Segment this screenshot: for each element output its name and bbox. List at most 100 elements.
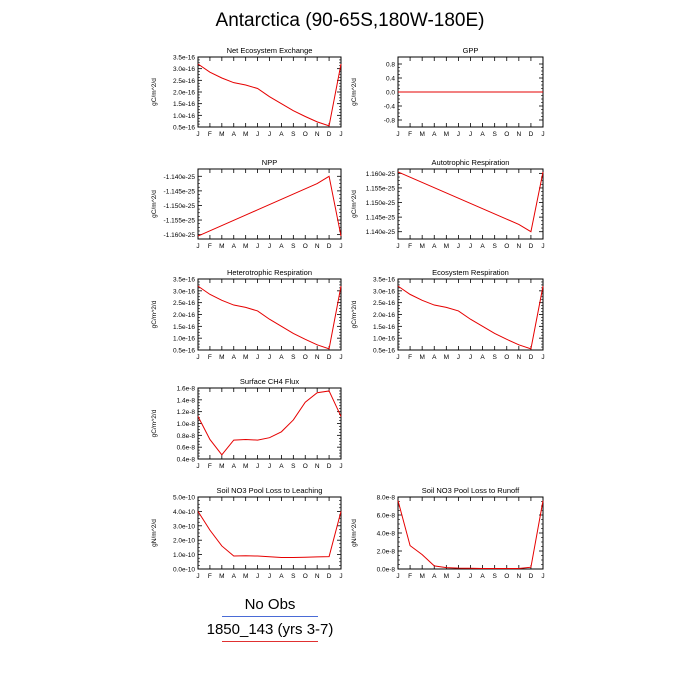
x-tick-label: J xyxy=(196,573,199,580)
y-tick-label: 0.5e-16 xyxy=(373,348,395,355)
x-tick-label: M xyxy=(419,131,424,138)
y-tick-label: 0.8e-8 xyxy=(177,433,196,440)
x-tick-label: J xyxy=(469,243,472,250)
x-tick-label: S xyxy=(291,463,296,470)
x-tick-label: J xyxy=(268,463,271,470)
plot-frame xyxy=(197,387,342,460)
y-tick-label: 1.160e-25 xyxy=(366,171,396,178)
x-tick-label: S xyxy=(291,243,296,250)
x-tick-label: A xyxy=(279,354,284,361)
y-tick-label: 1.145e-25 xyxy=(366,215,396,222)
chart-title: Soil NO3 Pool Loss to Leaching xyxy=(217,486,323,495)
x-tick-label: J xyxy=(469,131,472,138)
x-tick-label: O xyxy=(303,131,308,138)
y-tick-label: 0.4e-8 xyxy=(177,457,196,464)
x-tick-label: F xyxy=(208,131,212,138)
x-tick-label: J xyxy=(339,573,342,580)
x-tick-label: N xyxy=(516,243,521,250)
y-tick-label: -1.160e-25 xyxy=(164,232,196,239)
x-tick-label: A xyxy=(279,243,284,250)
x-tick-label: J xyxy=(196,243,199,250)
x-tick-label: J xyxy=(541,131,544,138)
x-tick-label: A xyxy=(432,243,437,250)
legend-label-model: 1850_143 (yrs 3-7) xyxy=(206,621,334,638)
x-tick-label: A xyxy=(432,573,437,580)
y-tick-label: 2.0e-16 xyxy=(373,312,395,319)
x-tick-label: M xyxy=(219,354,224,361)
x-tick-label: D xyxy=(327,573,332,580)
x-tick-label: M xyxy=(243,463,248,470)
y-tick-label: 1.5e-16 xyxy=(173,324,195,331)
x-tick-label: J xyxy=(268,243,271,250)
x-tick-label: N xyxy=(315,131,320,138)
x-tick-label: N xyxy=(315,573,320,580)
x-tick-label: J xyxy=(256,354,259,361)
plot-frame xyxy=(197,168,342,240)
x-tick-label: A xyxy=(232,463,237,470)
x-tick-label: J xyxy=(457,131,460,138)
plot-frame xyxy=(197,56,342,128)
chart-title: Ecosystem Respiration xyxy=(432,268,509,277)
x-tick-label: S xyxy=(492,573,497,580)
x-tick-label: A xyxy=(279,463,284,470)
y-tick-label: 1.2e-8 xyxy=(177,409,196,416)
chart-title: Autotrophic Respiration xyxy=(432,158,510,167)
x-tick-label: A xyxy=(232,131,237,138)
y-tick-label: 1.0e-16 xyxy=(373,336,395,343)
y-tick-label: 3.0e-10 xyxy=(173,523,195,530)
figure-title: Antarctica (90-65S,180W-180E) xyxy=(215,10,485,31)
plot-frame xyxy=(397,496,544,570)
y-tick-label: 0.0e-10 xyxy=(173,567,195,574)
y-tick-label: 1.6e-8 xyxy=(177,386,196,393)
x-tick-label: D xyxy=(327,354,332,361)
plot-frame xyxy=(397,278,544,351)
x-tick-label: S xyxy=(492,354,497,361)
y-axis-label: gC/m^2/d xyxy=(351,300,358,328)
series-line-0 xyxy=(397,171,544,233)
y-tick-label: 3.5e-16 xyxy=(173,277,195,284)
x-tick-label: J xyxy=(256,243,259,250)
x-tick-label: F xyxy=(208,463,212,470)
y-axis-label: gN/m^2/d xyxy=(151,519,158,547)
y-axis-label: gN/m^2/d xyxy=(351,519,358,547)
legend-label-no-obs: No Obs xyxy=(244,596,296,613)
y-tick-label: -1.145e-25 xyxy=(164,188,196,195)
x-tick-label: M xyxy=(219,243,224,250)
x-tick-label: J xyxy=(256,573,259,580)
chart-title: Surface CH4 Flux xyxy=(240,377,299,386)
chart-panel-5: Ecosystem Respiration gC/m^2/d 0.5e-16 1.0e… xyxy=(351,268,545,361)
y-tick-label: 5.0e-10 xyxy=(173,495,195,502)
x-tick-label: S xyxy=(492,243,497,250)
y-tick-label: 1.150e-25 xyxy=(366,200,396,207)
x-tick-label: A xyxy=(480,573,485,580)
x-tick-label: J xyxy=(256,463,259,470)
chart-title: Heterotrophic Respiration xyxy=(227,268,312,277)
chart-title: Net Ecosystem Exchange xyxy=(227,46,313,55)
chart-panel-7: Soil NO3 Pool Loss to Leaching gN/m^2/d 0.… xyxy=(151,486,343,580)
x-tick-label: M xyxy=(243,131,248,138)
x-tick-label: M xyxy=(444,354,449,361)
plot-frame xyxy=(197,278,342,351)
x-tick-label: D xyxy=(327,463,332,470)
x-tick-label: D xyxy=(327,131,332,138)
x-tick-label: J xyxy=(339,354,342,361)
x-tick-label: J xyxy=(396,243,399,250)
y-tick-label: 4.0e-8 xyxy=(377,531,396,538)
x-tick-label: F xyxy=(408,243,412,250)
x-tick-label: N xyxy=(315,463,320,470)
x-tick-label: J xyxy=(196,131,199,138)
x-tick-label: N xyxy=(315,354,320,361)
y-tick-label: 3.5e-16 xyxy=(173,55,195,62)
x-tick-label: J xyxy=(396,131,399,138)
x-tick-label: F xyxy=(208,243,212,250)
x-tick-label: J xyxy=(396,354,399,361)
x-tick-label: N xyxy=(516,131,521,138)
x-tick-label: M xyxy=(444,131,449,138)
y-tick-label: 6.0e-8 xyxy=(377,513,396,520)
x-tick-label: M xyxy=(444,243,449,250)
series-line-0 xyxy=(197,63,342,127)
chart-panel-6: Surface CH4 Flux gC/m^2/d 0.4e-8 0.6e-8 0.8e… xyxy=(151,377,343,470)
chart-panel-4: Heterotrophic Respiration gC/m^2/d 0.5e-16… xyxy=(151,268,343,361)
x-tick-label: F xyxy=(408,573,412,580)
